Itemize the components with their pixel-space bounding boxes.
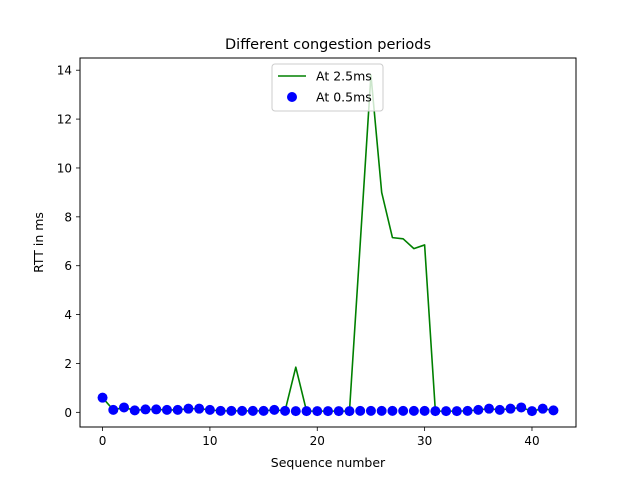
legend-marker-swatch: [287, 92, 297, 102]
data-point: [119, 402, 130, 413]
y-tick-label: 6: [64, 259, 72, 273]
series-layer: [97, 74, 559, 417]
x-axis: 0 10 20 30 40: [99, 427, 540, 448]
legend: At 2.5ms At 0.5ms: [271, 63, 384, 112]
data-point: [97, 392, 108, 403]
y-axis-label: RTT in ms: [31, 212, 46, 273]
y-tick-label: 4: [64, 308, 72, 322]
data-point: [419, 405, 430, 416]
y-tick-label: 12: [57, 113, 72, 127]
data-point: [376, 405, 387, 416]
data-point: [408, 405, 419, 416]
y-tick-label: 10: [57, 161, 72, 175]
data-point: [172, 404, 183, 415]
data-point: [129, 405, 140, 416]
chart-title: Different congestion periods: [225, 37, 431, 53]
data-point: [505, 403, 516, 414]
y-tick-label: 14: [57, 64, 72, 78]
data-point: [387, 405, 398, 416]
data-point: [247, 405, 258, 416]
data-point: [204, 404, 215, 415]
data-point: [140, 404, 151, 415]
data-point: [183, 403, 194, 414]
data-point: [516, 402, 527, 413]
data-point: [301, 406, 312, 417]
data-point: [151, 404, 162, 415]
x-tick-label: 40: [524, 434, 539, 448]
data-point: [226, 405, 237, 416]
data-point: [537, 403, 548, 414]
data-point: [215, 405, 226, 416]
x-tick-label: 0: [99, 434, 107, 448]
data-point: [548, 405, 559, 416]
data-point: [441, 406, 452, 417]
data-point: [398, 405, 409, 416]
data-point: [473, 404, 484, 415]
y-tick-label: 2: [64, 357, 72, 371]
data-point: [344, 406, 355, 417]
y-axis: 0 2 4 6 8 10 12 14: [57, 64, 80, 420]
data-point: [194, 403, 205, 414]
data-point: [312, 406, 323, 417]
data-point: [494, 404, 505, 415]
data-point: [355, 405, 366, 416]
data-point: [484, 403, 495, 414]
data-point: [365, 405, 376, 416]
legend-label: At 0.5ms: [316, 90, 372, 105]
data-point: [161, 404, 172, 415]
data-point: [323, 406, 333, 417]
x-tick-label: 30: [417, 434, 432, 448]
data-point: [280, 405, 291, 416]
x-tick-label: 10: [202, 434, 217, 448]
data-point: [430, 406, 441, 417]
data-point: [526, 406, 537, 417]
data-point: [237, 405, 248, 416]
data-point: [269, 404, 280, 415]
y-tick-label: 0: [64, 406, 72, 420]
data-point: [108, 404, 119, 415]
data-point: [333, 406, 344, 417]
data-point: [258, 405, 269, 416]
data-point: [462, 405, 473, 416]
data-point: [290, 406, 301, 417]
plot-frame: [79, 57, 577, 428]
x-axis-label: Sequence number: [271, 455, 386, 470]
data-point: [451, 406, 462, 417]
x-tick-label: 20: [310, 434, 325, 448]
y-tick-label: 8: [64, 210, 72, 224]
legend-label: At 2.5ms: [316, 69, 372, 84]
